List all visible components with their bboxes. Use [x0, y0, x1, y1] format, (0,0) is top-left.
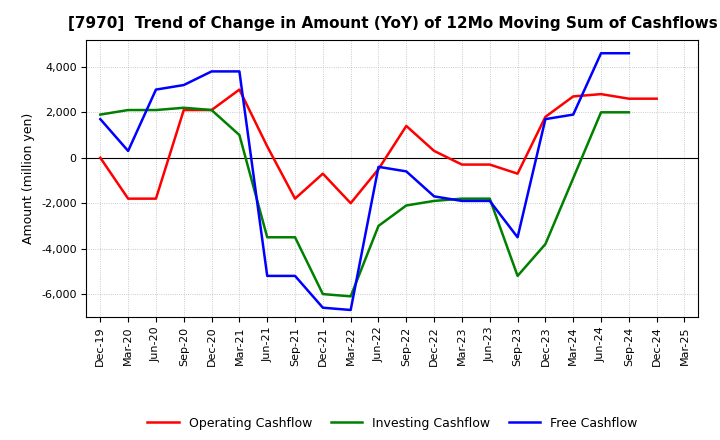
Investing Cashflow	[179, 105, 188, 110]
Investing Cashflow	[485, 196, 494, 201]
Free Cashflow	[124, 148, 132, 154]
Operating Cashflow	[346, 201, 355, 206]
Operating Cashflow	[652, 96, 661, 101]
Operating Cashflow	[291, 196, 300, 201]
Investing Cashflow	[402, 203, 410, 208]
Operating Cashflow	[430, 148, 438, 154]
Investing Cashflow	[430, 198, 438, 204]
Investing Cashflow	[152, 107, 161, 113]
Free Cashflow	[458, 198, 467, 204]
Free Cashflow	[597, 51, 606, 56]
Free Cashflow	[207, 69, 216, 74]
Free Cashflow	[485, 198, 494, 204]
Operating Cashflow	[624, 96, 633, 101]
Operating Cashflow	[541, 114, 550, 120]
Free Cashflow	[624, 51, 633, 56]
Investing Cashflow	[541, 242, 550, 247]
Operating Cashflow	[485, 162, 494, 167]
Operating Cashflow	[96, 155, 104, 161]
Investing Cashflow	[346, 294, 355, 299]
Operating Cashflow	[124, 196, 132, 201]
Free Cashflow	[263, 273, 271, 279]
Investing Cashflow	[318, 291, 327, 297]
Operating Cashflow	[179, 107, 188, 113]
Free Cashflow	[318, 305, 327, 310]
Investing Cashflow	[96, 112, 104, 117]
Free Cashflow	[402, 169, 410, 174]
Legend: Operating Cashflow, Investing Cashflow, Free Cashflow: Operating Cashflow, Investing Cashflow, …	[143, 412, 642, 435]
Free Cashflow	[569, 112, 577, 117]
Line: Operating Cashflow: Operating Cashflow	[100, 90, 657, 203]
Investing Cashflow	[291, 235, 300, 240]
Investing Cashflow	[513, 273, 522, 279]
Investing Cashflow	[597, 110, 606, 115]
Operating Cashflow	[152, 196, 161, 201]
Free Cashflow	[513, 235, 522, 240]
Free Cashflow	[541, 117, 550, 122]
Operating Cashflow	[458, 162, 467, 167]
Operating Cashflow	[513, 171, 522, 176]
Free Cashflow	[291, 273, 300, 279]
Investing Cashflow	[124, 107, 132, 113]
Operating Cashflow	[374, 166, 383, 172]
Investing Cashflow	[458, 196, 467, 201]
Investing Cashflow	[624, 110, 633, 115]
Line: Investing Cashflow: Investing Cashflow	[100, 108, 629, 297]
Investing Cashflow	[374, 223, 383, 228]
Free Cashflow	[374, 164, 383, 169]
Free Cashflow	[346, 308, 355, 313]
Free Cashflow	[96, 117, 104, 122]
Operating Cashflow	[597, 92, 606, 97]
Operating Cashflow	[235, 87, 243, 92]
Operating Cashflow	[318, 171, 327, 176]
Title: [7970]  Trend of Change in Amount (YoY) of 12Mo Moving Sum of Cashflows: [7970] Trend of Change in Amount (YoY) o…	[68, 16, 717, 32]
Investing Cashflow	[235, 132, 243, 138]
Line: Free Cashflow: Free Cashflow	[100, 53, 629, 310]
Investing Cashflow	[263, 235, 271, 240]
Free Cashflow	[430, 194, 438, 199]
Operating Cashflow	[263, 144, 271, 149]
Operating Cashflow	[207, 107, 216, 113]
Operating Cashflow	[402, 123, 410, 128]
Free Cashflow	[152, 87, 161, 92]
Operating Cashflow	[569, 94, 577, 99]
Y-axis label: Amount (million yen): Amount (million yen)	[22, 113, 35, 244]
Free Cashflow	[179, 82, 188, 88]
Free Cashflow	[235, 69, 243, 74]
Investing Cashflow	[207, 107, 216, 113]
